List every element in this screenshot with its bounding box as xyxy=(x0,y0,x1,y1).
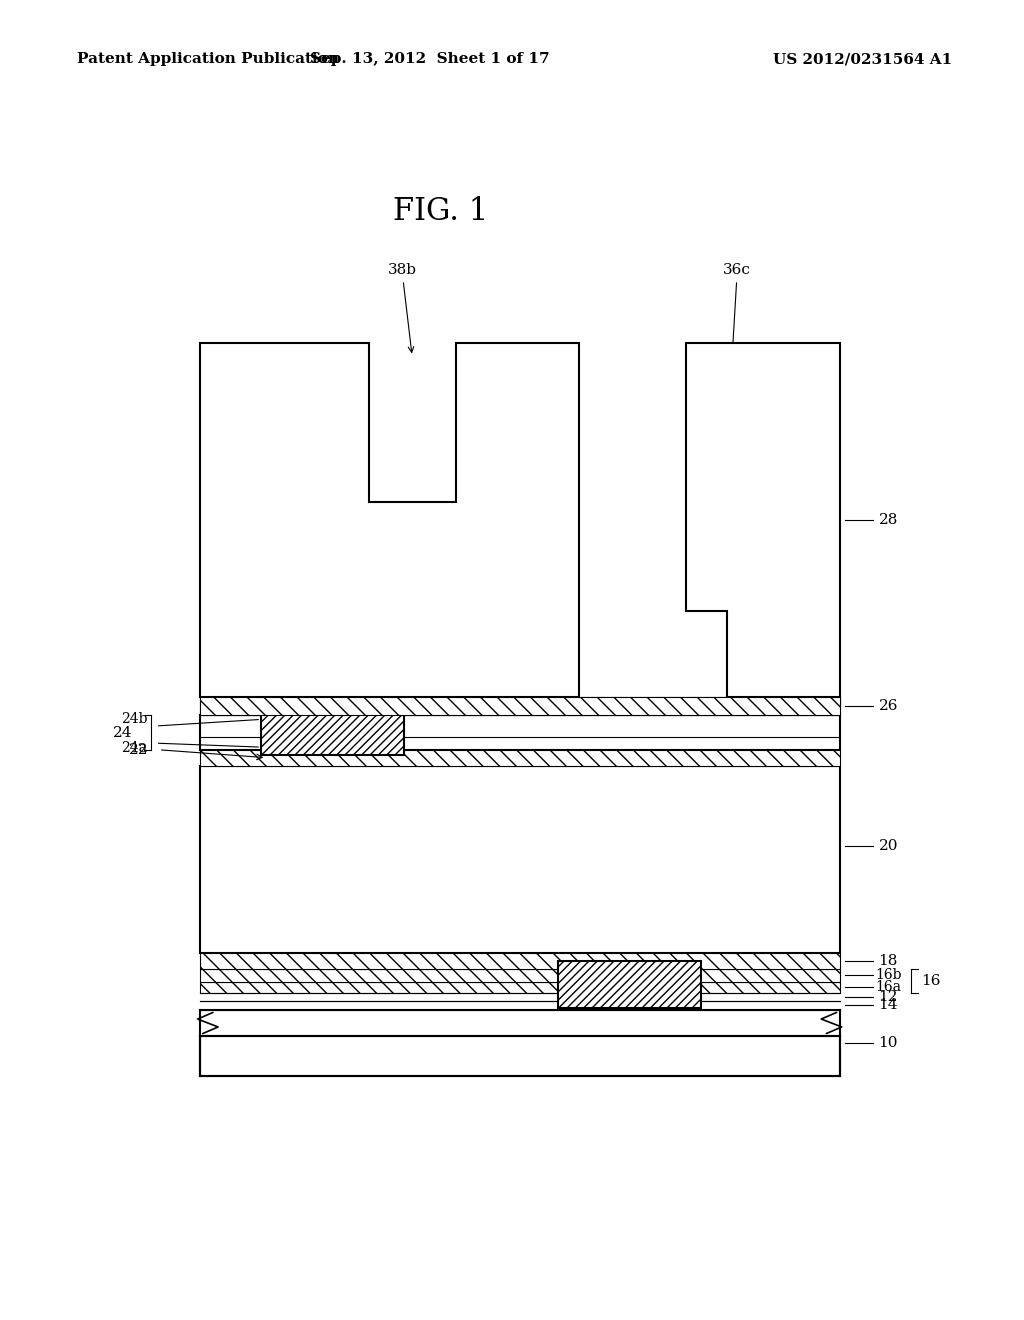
Text: 22: 22 xyxy=(129,743,148,756)
Bar xyxy=(200,766,840,953)
Text: Sep. 13, 2012  Sheet 1 of 17: Sep. 13, 2012 Sheet 1 of 17 xyxy=(310,53,550,66)
Text: 14: 14 xyxy=(879,998,898,1012)
Text: 24a: 24a xyxy=(122,742,147,755)
Text: 20: 20 xyxy=(879,840,898,853)
Polygon shape xyxy=(686,343,840,697)
Bar xyxy=(200,697,840,715)
Text: US 2012/0231564 A1: US 2012/0231564 A1 xyxy=(773,53,952,66)
Text: 10: 10 xyxy=(879,1036,898,1049)
Bar xyxy=(261,709,404,755)
Text: 36c: 36c xyxy=(723,263,752,352)
Text: 26: 26 xyxy=(879,700,898,713)
Text: 38b: 38b xyxy=(387,263,417,352)
Bar xyxy=(200,953,840,969)
Text: 18: 18 xyxy=(879,954,898,968)
Bar xyxy=(200,697,840,715)
Text: 24: 24 xyxy=(113,726,132,739)
Text: 12: 12 xyxy=(879,990,898,1003)
Bar xyxy=(200,715,840,750)
Polygon shape xyxy=(200,343,579,697)
Bar xyxy=(200,982,840,993)
Text: 28: 28 xyxy=(879,513,898,527)
Bar xyxy=(558,961,701,1008)
Text: 16a: 16a xyxy=(876,981,901,994)
Text: 24b: 24b xyxy=(121,713,147,726)
Text: 16: 16 xyxy=(922,974,941,987)
Bar xyxy=(200,1036,840,1076)
Bar xyxy=(200,969,840,982)
Bar xyxy=(200,750,840,766)
Text: FIG. 1: FIG. 1 xyxy=(392,195,488,227)
Text: Patent Application Publication: Patent Application Publication xyxy=(77,53,339,66)
Text: 16b: 16b xyxy=(876,969,902,982)
